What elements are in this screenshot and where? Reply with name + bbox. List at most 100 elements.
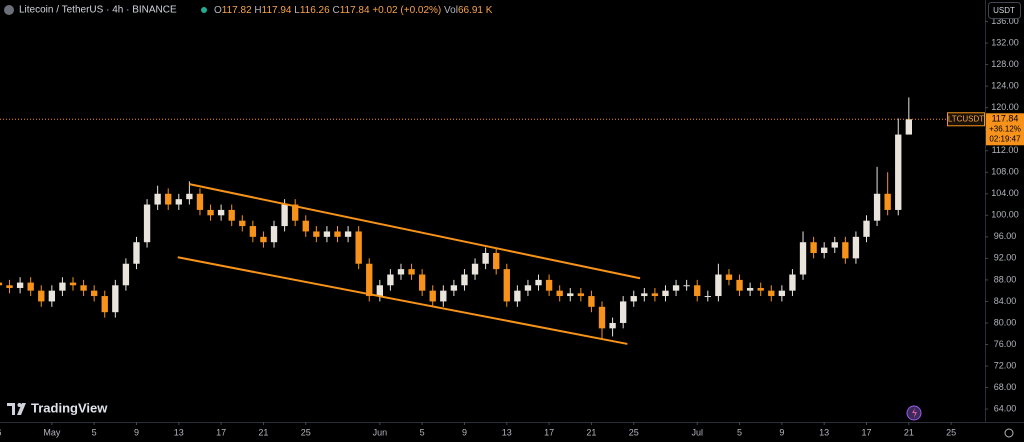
candle-body — [344, 231, 352, 237]
trend-line — [189, 183, 641, 280]
candle-body — [514, 290, 521, 302]
x-tick-label: 9 — [462, 427, 467, 437]
x-tick-label: 21 — [904, 427, 914, 437]
logo-mark — [7, 403, 26, 415]
candle-body — [0, 282, 3, 286]
candle-body — [387, 274, 394, 286]
candle-body — [366, 263, 373, 297]
candle-body — [408, 269, 415, 275]
candle-body — [69, 282, 77, 286]
y-tick-label: 100.00 — [991, 210, 1019, 220]
candle-body — [101, 296, 108, 313]
price-tag: LTCUSDT 117.84+36.12%02:19:47 — [947, 112, 1024, 146]
candle-body — [154, 193, 161, 205]
candle-body — [630, 296, 637, 302]
x-tick-label: 9 — [779, 427, 784, 437]
x-tick-label: 17 — [861, 427, 871, 437]
y-tick-label: 128.00 — [991, 59, 1019, 69]
candle-body — [641, 293, 648, 297]
candle-body — [704, 296, 711, 298]
candle-body — [397, 269, 405, 275]
candle-body — [418, 274, 426, 291]
plot-area — [0, 97, 985, 345]
candle-body — [281, 204, 288, 227]
x-tick-label: 13 — [174, 427, 184, 437]
y-tick-label: 80.00 — [994, 317, 1017, 327]
candle-body — [429, 290, 436, 302]
ohlc-label: H — [254, 5, 261, 16]
x-tick-label: 5 — [92, 427, 97, 437]
candle-body — [821, 247, 828, 253]
price-tag-change: +36.12% — [989, 124, 1021, 133]
currency-label[interactable]: USDT — [993, 6, 1015, 15]
x-tick-label: 5 — [420, 427, 425, 437]
candle-body — [503, 269, 510, 302]
candle-body — [905, 119, 912, 135]
candle-body — [619, 301, 627, 323]
candle-body — [334, 231, 341, 237]
candle-body — [207, 209, 214, 216]
x-tick-label: Jul — [691, 427, 703, 437]
volume-value: 66.91 K — [458, 5, 493, 16]
y-tick-label: 96.00 — [994, 231, 1017, 241]
candle-body — [873, 193, 881, 221]
candle-body — [757, 287, 764, 291]
candle-body — [588, 296, 595, 307]
candle-body — [217, 209, 225, 216]
y-tick-label: 124.00 — [991, 80, 1019, 90]
logo-text: TradingView — [31, 400, 108, 415]
candle-body — [16, 282, 24, 288]
y-tick-label: 136.00 — [991, 16, 1019, 26]
y-tick-label: 92.00 — [994, 253, 1017, 263]
y-tick-label: 132.00 — [991, 37, 1019, 47]
candle-body — [27, 282, 34, 291]
ohlc-value: 116.26 — [300, 5, 330, 16]
candle-body — [725, 274, 733, 280]
x-tick-label: 13 — [819, 427, 829, 437]
candle-body — [556, 290, 563, 297]
x-tick-label: 25 — [301, 427, 311, 437]
volume-label: Vol — [444, 5, 458, 16]
candle-body — [133, 242, 140, 264]
ohlc-value: 117.84 — [340, 5, 370, 16]
candle-body — [831, 242, 838, 248]
x-tick-label: 13 — [502, 427, 512, 437]
candle-body — [884, 193, 891, 210]
symbol-title: Litecoin / TetherUS · 4h · BINANCE — [19, 5, 177, 16]
x-tick-label: 21 — [258, 427, 268, 437]
candle-body — [694, 285, 701, 297]
x-tick-label: Jun — [373, 427, 388, 437]
candle-body — [450, 285, 458, 291]
y-tick-label: 68.00 — [994, 382, 1017, 392]
candle-body — [112, 285, 119, 313]
candle-body — [577, 293, 585, 297]
candle-body — [778, 290, 786, 297]
candle-body — [313, 231, 320, 237]
candle-body — [535, 279, 542, 286]
candle-body — [355, 231, 362, 264]
ohlc-label: O — [214, 5, 222, 16]
x-tick-label: 21 — [586, 427, 596, 437]
candle-body — [196, 193, 204, 210]
candle-body — [175, 199, 182, 205]
candle-body — [736, 279, 743, 291]
candle-body — [651, 293, 659, 297]
x-tick-label: 6 — [0, 427, 1, 437]
x-tick-label: 5 — [737, 427, 742, 437]
currency-button[interactable] — [988, 2, 1021, 19]
candle-body — [567, 293, 574, 297]
candle-body — [863, 220, 870, 237]
settings-icon[interactable] — [1004, 428, 1014, 438]
y-tick-label: 76.00 — [994, 339, 1017, 349]
x-tick-label: 25 — [629, 427, 639, 437]
alert-icon-bolt — [912, 408, 917, 418]
candle-body — [376, 285, 383, 297]
candle-body — [852, 236, 860, 259]
y-tick-label: 108.00 — [991, 167, 1019, 177]
y-tick-label: 88.00 — [994, 274, 1017, 284]
candle-body — [768, 290, 775, 297]
candle-body — [746, 287, 754, 291]
